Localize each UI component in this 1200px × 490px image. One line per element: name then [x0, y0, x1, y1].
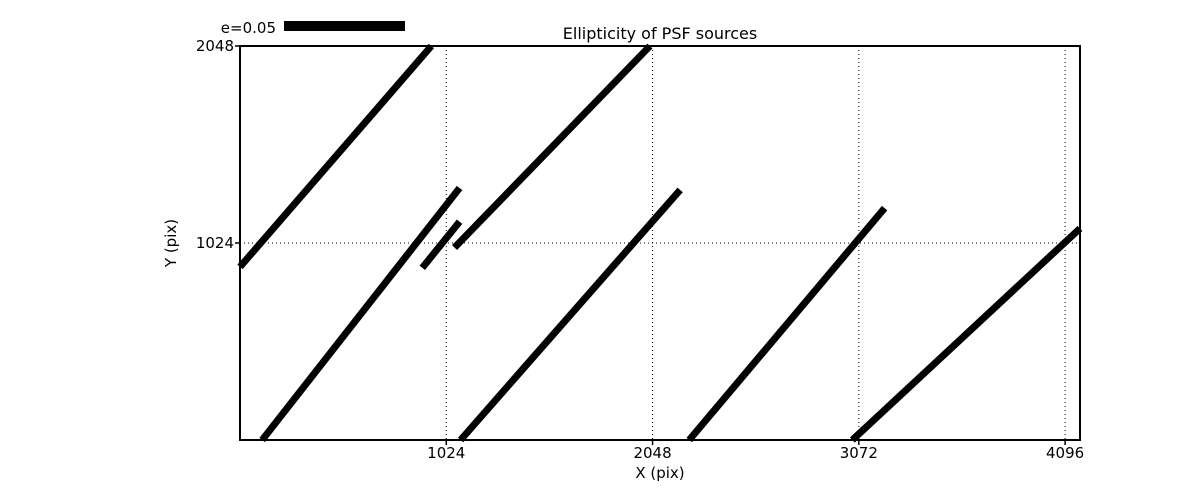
legend-whisker-sample [284, 21, 405, 31]
whisker-segment-4 [452, 43, 653, 251]
whisker-segment-7 [849, 225, 1083, 443]
page-title: Ellipticity of PSF sources [562, 24, 758, 43]
x-tick-label-2048: 2048 [633, 444, 672, 462]
x-tick-label-1024: 1024 [427, 444, 466, 462]
whisker-segment-1 [237, 43, 435, 270]
whisker-segment-3 [419, 219, 463, 271]
x-tick-label-3072: 3072 [839, 444, 878, 462]
whisker-segment-5 [457, 187, 683, 443]
y-axis-label: Y (pix) [162, 218, 180, 268]
x-axis-label: X (pix) [635, 464, 685, 482]
y-tick-label-1024: 1024 [195, 234, 234, 252]
x-tick-label-4096: 4096 [1045, 444, 1085, 462]
legend-label: e=0.05 [220, 19, 276, 37]
whisker-segment-2 [259, 185, 463, 443]
whisker-segment-6 [686, 205, 888, 443]
y-tick-label-2048: 2048 [195, 37, 234, 55]
